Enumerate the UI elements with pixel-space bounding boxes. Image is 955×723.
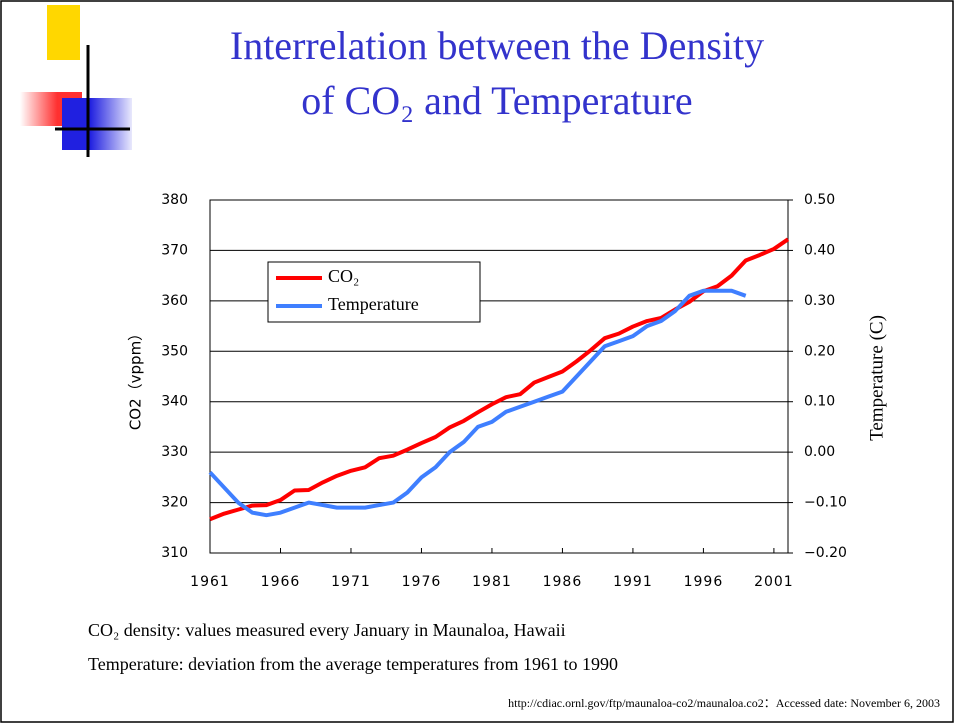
title-line: of CO₂ and Temperature (301, 78, 692, 123)
legend-box (267, 261, 481, 323)
y2-tick-label: 0.30 (804, 293, 835, 309)
y-tick-label: 310 (161, 545, 188, 561)
x-tick-label: 1976 (402, 574, 442, 590)
title-line: Interrelation between the Density (230, 23, 764, 68)
x-tick-label: 1991 (613, 574, 653, 590)
y2-tick-label: −0.20 (804, 545, 847, 561)
note: Temperature: deviation from the average … (88, 654, 618, 674)
y-tick-label: 320 (161, 495, 188, 511)
y-tick-label: 350 (161, 343, 188, 359)
y-tick-label: 330 (161, 444, 188, 460)
note: CO₂ density: values measured every Janua… (88, 620, 566, 640)
series-line (208, 288, 747, 518)
x-tick-label: 2001 (754, 574, 794, 590)
y2-tick-label: 0.40 (804, 242, 835, 258)
deco-blue (62, 98, 132, 150)
x-tick-label: 1971 (331, 574, 371, 590)
y2-tick-label: 0.20 (804, 343, 835, 359)
y-axis-label: CO2（vppm） (127, 326, 145, 430)
legend-label: Temperature (328, 294, 419, 314)
y2-tick-label: 0.00 (804, 444, 835, 460)
y2-tick-label: 0.50 (804, 192, 835, 208)
series-line (209, 237, 790, 522)
source: http://cdiac.ornl.gov/ftp/maunaloa-co2/m… (508, 696, 940, 710)
y-tick-label: 380 (161, 192, 188, 208)
y2-tick-label: −0.10 (804, 495, 847, 511)
deco-yellow (47, 5, 80, 60)
x-tick-label: 1966 (261, 574, 301, 590)
legend-label: CO₂ (328, 266, 359, 286)
y-tick-label: 340 (161, 394, 188, 410)
y2-axis-label: Temperature (C) (866, 315, 887, 441)
x-tick-label: 1986 (543, 574, 583, 590)
x-tick-label: 1981 (472, 574, 512, 590)
y-tick-label: 370 (161, 242, 188, 258)
y2-tick-label: 0.10 (804, 394, 835, 410)
x-tick-label: 1961 (190, 574, 230, 590)
y-tick-label: 360 (161, 293, 188, 309)
plot-area (209, 199, 789, 554)
x-tick-label: 1996 (684, 574, 724, 590)
